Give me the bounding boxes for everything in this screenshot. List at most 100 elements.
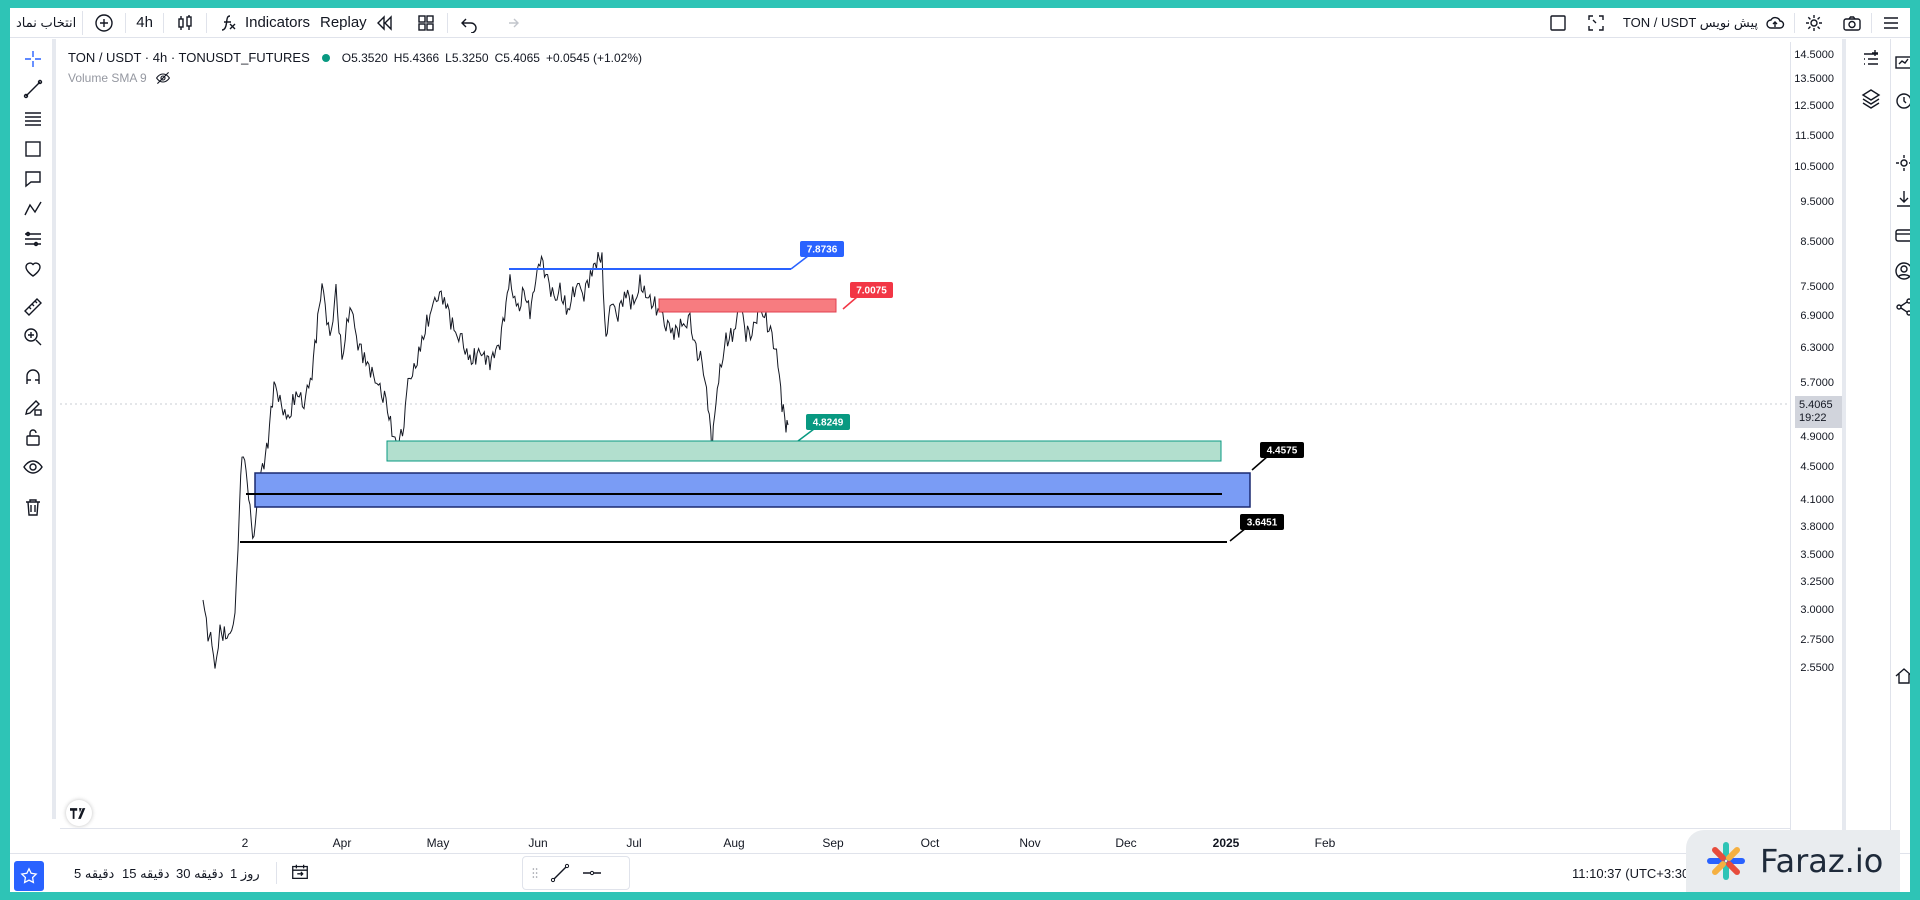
supply-zone[interactable] xyxy=(658,298,837,313)
fullscreen-box-button[interactable] xyxy=(1539,8,1577,38)
favorites-button[interactable] xyxy=(14,861,44,891)
price-axis[interactable]: 5.4065 19:22 14.5000 13.5000 12.5000 11.500… xyxy=(1790,42,1847,830)
support-line-label-pointer[interactable] xyxy=(1229,527,1247,542)
fib-tool[interactable] xyxy=(21,107,45,131)
demand-label-pointer[interactable] xyxy=(797,428,815,442)
prediction-tool[interactable] xyxy=(21,227,45,251)
download-button[interactable] xyxy=(1891,186,1910,212)
grid-icon xyxy=(415,12,437,34)
gear-side-icon xyxy=(1896,155,1910,171)
crosshair-icon xyxy=(25,51,41,67)
hamburger-icon xyxy=(1880,12,1902,34)
redo-button[interactable] xyxy=(490,8,532,38)
legend-symbol[interactable]: TON / USDT · 4h · TONUSDT_FUTURES xyxy=(68,50,310,65)
magnet-tool[interactable] xyxy=(21,365,45,389)
layouts-button[interactable] xyxy=(405,8,447,38)
hide-tool[interactable] xyxy=(21,455,45,479)
supply-label-bg[interactable] xyxy=(850,282,893,298)
symbol-search-button[interactable]: انتخاب نماد xyxy=(10,10,84,35)
support-line-label-bg[interactable] xyxy=(1240,514,1284,530)
zoom-tool[interactable] xyxy=(21,325,45,349)
timeframe-1d[interactable]: 1 روز xyxy=(230,866,260,881)
share-icon xyxy=(1896,298,1910,316)
trendline-tool[interactable] xyxy=(21,77,45,101)
horizontal-line-icon[interactable] xyxy=(581,862,603,884)
settings-side-button[interactable] xyxy=(1891,150,1910,176)
timeframe-15m[interactable]: 15 دقیقه xyxy=(122,866,170,881)
fullscreen-button[interactable] xyxy=(1577,8,1615,38)
indicators-button[interactable]: Indicators xyxy=(207,8,320,38)
measure-tool[interactable] xyxy=(21,295,45,319)
layout-title[interactable]: TON / USDT پیش نویس xyxy=(1615,8,1794,38)
replay-button[interactable]: Replay xyxy=(320,8,405,38)
resistance-label-bg[interactable] xyxy=(800,241,844,257)
trendline-quick-icon[interactable] xyxy=(549,862,571,884)
time-tick: Dec xyxy=(1115,836,1137,850)
watchlist-button[interactable] xyxy=(1856,45,1886,75)
rectangle-tool[interactable] xyxy=(21,137,45,161)
snapshot-button[interactable] xyxy=(1833,8,1871,38)
clock[interactable]: 11:10:37 (UTC+3:30) xyxy=(1572,866,1694,881)
timeframe-30m[interactable]: 30 دقیقه xyxy=(176,866,224,881)
price-tick: 3.5000 xyxy=(1800,549,1834,561)
timeframe-button[interactable]: 4h xyxy=(126,8,163,38)
resistance-label[interactable]: 7.8736 xyxy=(807,245,838,256)
home-button[interactable] xyxy=(1891,663,1910,689)
profile-button[interactable] xyxy=(1891,258,1910,284)
legend-high: H5.4366 xyxy=(393,50,440,65)
price-tick: 4.5000 xyxy=(1800,461,1834,473)
volume-label[interactable]: Volume SMA 9 xyxy=(68,71,147,85)
bottom-divider xyxy=(276,862,277,884)
menu-button[interactable] xyxy=(1872,8,1910,38)
drag-handle-icon[interactable] xyxy=(531,864,539,882)
stay-drawing-tool[interactable] xyxy=(21,395,45,419)
time-tick: Feb xyxy=(1314,836,1336,850)
time-tick: Aug xyxy=(723,836,745,850)
supply-label-pointer[interactable] xyxy=(842,296,858,310)
support-zone-label-bg[interactable] xyxy=(1260,442,1304,458)
price-series[interactable] xyxy=(202,252,789,669)
time-axis[interactable]: 2 Apr May Jun Jul Aug Sep Oct Nov Dec 2025 Feb xyxy=(60,828,1790,852)
object-tree-button[interactable] xyxy=(1856,83,1886,113)
demand-label[interactable]: 4.8249 xyxy=(813,418,844,429)
current-price-label: 5.4065 19:22 xyxy=(1795,396,1847,428)
right-toolbar xyxy=(1842,39,1890,859)
price-tick: 3.2500 xyxy=(1800,576,1834,588)
time-tick: Oct xyxy=(920,836,940,850)
chart-pane[interactable]: 7.8736 7.0075 4.8249 4.4575 3.6451 TON / USD… xyxy=(60,42,1790,830)
tradingview-logo[interactable] xyxy=(66,800,92,826)
share-button[interactable] xyxy=(1891,294,1910,320)
chart-type-button[interactable] xyxy=(164,8,206,38)
date-range-button[interactable] xyxy=(290,862,310,885)
supply-label[interactable]: 7.0075 xyxy=(856,286,887,297)
resistance-label-pointer[interactable] xyxy=(790,255,809,270)
demand-zone[interactable] xyxy=(386,440,1222,462)
watermark-text: Faraz.io xyxy=(1760,842,1884,880)
ruler-icon xyxy=(24,298,42,316)
support-label-pointer[interactable] xyxy=(1251,455,1269,471)
remove-tool[interactable] xyxy=(21,495,45,519)
support-line-label[interactable]: 3.6451 xyxy=(1247,518,1278,529)
trading-panel-button[interactable] xyxy=(1891,51,1910,77)
price-tick: 12.5000 xyxy=(1794,100,1834,112)
eye-off-icon[interactable] xyxy=(155,70,171,86)
favorites-tool[interactable] xyxy=(21,257,45,281)
pattern-tool[interactable] xyxy=(21,197,45,221)
symbol-legend: TON / USDT · 4h · TONUSDT_FUTURES O5.352… xyxy=(68,50,642,65)
undo-button[interactable] xyxy=(448,8,490,38)
settings-button[interactable] xyxy=(1795,8,1833,38)
demand-label-bg[interactable] xyxy=(806,414,850,430)
support-zone[interactable] xyxy=(254,472,1251,508)
forecast-icon xyxy=(25,231,41,247)
annotation-tool[interactable] xyxy=(21,167,45,191)
alerts-button[interactable] xyxy=(1891,87,1910,113)
current-price: 5.4065 xyxy=(1799,399,1833,411)
add-symbol-button[interactable] xyxy=(83,8,125,38)
support-zone-label[interactable]: 4.4575 xyxy=(1267,446,1298,457)
card-button[interactable] xyxy=(1891,222,1910,248)
pencil-lock-icon xyxy=(25,400,42,416)
crosshair-tool[interactable] xyxy=(21,47,45,71)
timeframe-5m[interactable]: 5 دقیقه xyxy=(74,866,115,881)
lock-tool[interactable] xyxy=(21,425,45,449)
time-tick: 2 xyxy=(241,836,249,850)
